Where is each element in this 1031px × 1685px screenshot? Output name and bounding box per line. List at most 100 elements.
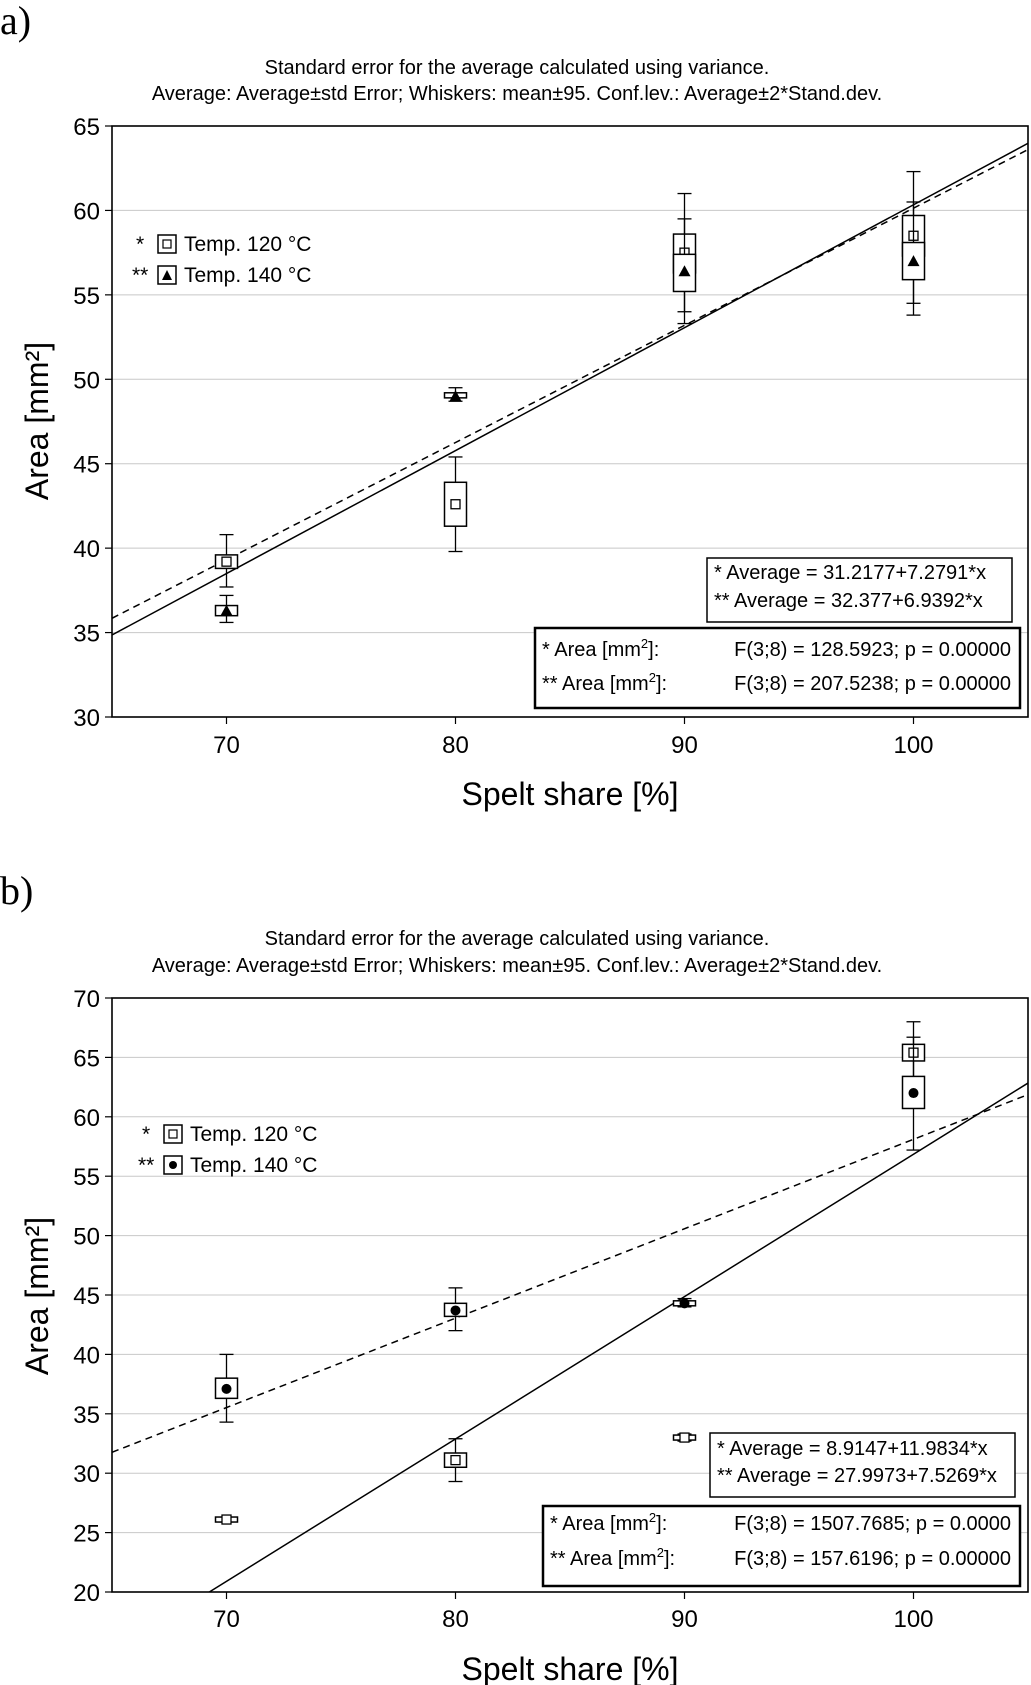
anova-value: F(3;8) = 128.5923; p = 0.00000 xyxy=(734,639,1011,661)
x-tick-label: 80 xyxy=(442,732,469,759)
stats-box xyxy=(541,1504,1022,1588)
data-point-group xyxy=(214,594,239,624)
anova-result: ** Area [mm2]: xyxy=(550,1545,675,1570)
x-tick-label: 100 xyxy=(893,732,933,759)
mean-marker-circle xyxy=(450,1305,461,1316)
legend-entry: * Temp. 120 °C xyxy=(136,233,311,256)
data-point-group xyxy=(901,1036,926,1151)
y-tick-label: 20 xyxy=(73,1580,100,1607)
y-tick-label: 35 xyxy=(73,1402,100,1429)
y-tick-label: 60 xyxy=(73,198,100,225)
legend-label: Temp. 140 °C xyxy=(190,1154,317,1177)
data-point-group xyxy=(443,387,468,402)
y-tick-label: 50 xyxy=(73,367,100,394)
chart-subtitle-line: Average: Average±std Error; Whiskers: me… xyxy=(152,83,882,105)
y-tick-label: 50 xyxy=(73,1224,100,1251)
data-point-group xyxy=(672,1297,697,1309)
mean-marker-circle xyxy=(908,1088,919,1099)
y-tick-label: 65 xyxy=(73,1045,100,1072)
legend-triangle-icon xyxy=(162,270,172,280)
mean-marker-circle xyxy=(221,1383,232,1394)
plot-frame xyxy=(111,125,1029,718)
legend-prefix: ** xyxy=(138,1154,154,1177)
anova-result: ** Area [mm2]: xyxy=(542,670,667,695)
data-point-group xyxy=(214,1353,239,1423)
data-point-group xyxy=(443,1438,468,1483)
fit-line-dashed xyxy=(112,148,1028,619)
x-axis-label: Spelt share [%] xyxy=(462,776,679,812)
y-tick-label: 45 xyxy=(73,452,100,479)
x-tick-label: 70 xyxy=(213,732,240,759)
fit-equation: ** Average = 32.377+6.9392*x xyxy=(714,590,983,612)
y-axis-label: Area [mm²] xyxy=(19,342,55,500)
stats-box xyxy=(533,626,1022,710)
legend-prefix: * xyxy=(142,1123,150,1146)
x-tick-label: 70 xyxy=(213,1606,240,1633)
mean-marker-circle xyxy=(679,1298,690,1309)
y-tick-label: 55 xyxy=(73,1164,100,1191)
fit-equation: * Average = 8.9147+11.9834*x xyxy=(717,1438,988,1460)
panel-label: b) xyxy=(0,868,33,913)
anova-value: F(3;8) = 157.6196; p = 0.00000 xyxy=(734,1548,1011,1570)
chart-panel-b: b) Standard error for the average calcula… xyxy=(0,868,1029,1685)
chart-subtitle-line: Standard error for the average calculate… xyxy=(265,928,770,950)
x-axis-label: Spelt share [%] xyxy=(462,1651,679,1685)
y-tick-label: 40 xyxy=(73,536,100,563)
fit-equation: * Average = 31.2177+7.2791*x xyxy=(714,562,986,584)
mean-marker-square xyxy=(679,1432,690,1443)
data-point-group xyxy=(214,533,239,588)
legend-prefix: * xyxy=(136,233,144,256)
fit-line-solid xyxy=(112,142,1028,636)
equation-box xyxy=(709,1432,1016,1498)
anova-value: F(3;8) = 1507.7685; p = 0.0000 xyxy=(734,1513,1011,1535)
data-point-group xyxy=(672,218,697,325)
panel-label: a) xyxy=(0,0,31,43)
legend-entry: ** Temp. 140 °C xyxy=(132,264,311,287)
legend-square-icon xyxy=(162,239,172,249)
legend-label: Temp. 120 °C xyxy=(190,1123,317,1146)
anova-result: * Area [mm2]: xyxy=(550,1510,667,1535)
fit-line-dashed xyxy=(112,1093,1028,1453)
y-tick-label: 40 xyxy=(73,1342,100,1369)
mean-marker-triangle xyxy=(907,255,920,267)
legend-label: Temp. 120 °C xyxy=(184,233,311,256)
mean-marker-square xyxy=(450,1454,461,1466)
mean-marker-square xyxy=(221,556,232,567)
legend-entry: ** Temp. 140 °C xyxy=(138,1154,317,1177)
legend-label: Temp. 140 °C xyxy=(184,264,311,287)
mean-marker-triangle xyxy=(220,604,233,616)
y-tick-label: 65 xyxy=(73,114,100,141)
y-tick-label: 60 xyxy=(73,1105,100,1132)
y-tick-label: 25 xyxy=(73,1521,100,1548)
equation-box xyxy=(706,557,1013,623)
x-tick-label: 90 xyxy=(671,1606,698,1633)
mean-marker-square xyxy=(450,499,461,510)
legend-prefix: ** xyxy=(132,264,148,287)
data-point-group xyxy=(443,1287,468,1332)
mean-marker-triangle xyxy=(449,390,462,402)
fit-equation: ** Average = 27.9973+7.5269*x xyxy=(717,1465,997,1487)
x-tick-label: 80 xyxy=(442,1606,469,1633)
chart-subtitle-line: Average: Average±std Error; Whiskers: me… xyxy=(152,955,882,977)
legend-circle-icon xyxy=(169,1161,177,1169)
anova-result: * Area [mm2]: xyxy=(542,636,659,661)
mean-marker-square xyxy=(221,1514,232,1525)
data-point-group xyxy=(443,456,468,553)
x-tick-label: 100 xyxy=(893,1606,933,1633)
y-tick-label: 45 xyxy=(73,1283,100,1310)
data-point-group xyxy=(214,1514,239,1525)
y-tick-label: 30 xyxy=(73,1461,100,1488)
mean-marker-triangle xyxy=(678,265,691,277)
y-axis-label: Area [mm²] xyxy=(19,1217,55,1375)
y-tick-label: 35 xyxy=(73,621,100,648)
fit-line-solid xyxy=(207,1082,1028,1592)
y-tick-label: 55 xyxy=(73,283,100,310)
data-point-group xyxy=(901,201,926,316)
chart-subtitle-line: Standard error for the average calculate… xyxy=(265,57,770,79)
chart-panel-a: a) Standard error for the average calcula… xyxy=(0,0,1029,812)
x-tick-label: 90 xyxy=(671,732,698,759)
y-tick-label: 70 xyxy=(73,986,100,1013)
legend-entry: * Temp. 120 °C xyxy=(142,1123,317,1146)
y-tick-label: 30 xyxy=(73,705,100,732)
